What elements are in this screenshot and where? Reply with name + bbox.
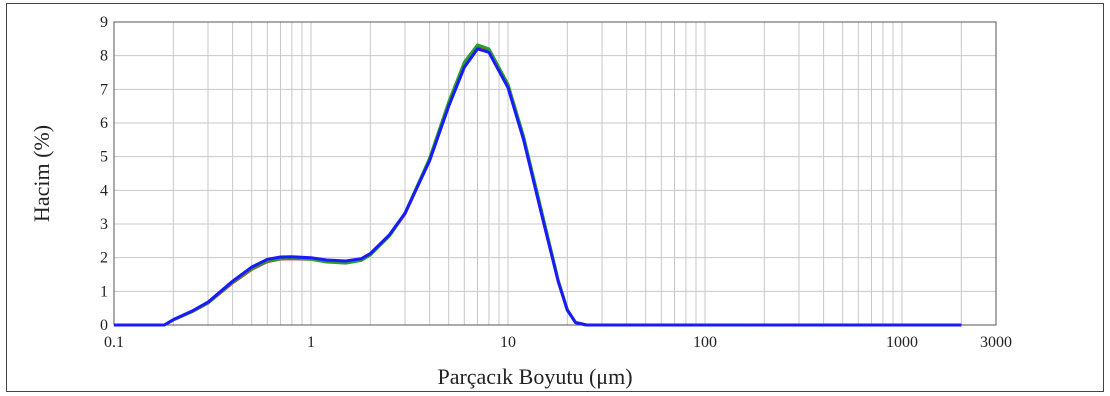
x-axis-title: Parçacık Boyutu (μm): [437, 364, 632, 389]
y-tick-label: 3: [100, 216, 108, 233]
y-tick-label: 8: [100, 48, 108, 65]
x-tick-labels: 0.1 1 10 100 1000 3000: [104, 334, 1012, 351]
series-line-3: [114, 47, 962, 327]
y-tick-label: 6: [100, 115, 108, 132]
y-tick-labels: 0 1 2 3 4 5 6 7 8 9: [100, 14, 108, 334]
y-tick-label: 5: [100, 149, 108, 166]
series-lines: [114, 43, 962, 327]
x-tick-label: 1000: [886, 334, 918, 351]
x-tick-label: 10: [500, 334, 516, 351]
y-tick-label: 9: [100, 14, 108, 31]
chart-frame: 0.1 1 10 100 1000 3000 0 1 2 3 4 5 6 7 8 9 Parçacık Bo…: [6, 3, 1104, 392]
y-tick-label: 7: [100, 81, 108, 98]
series-line-2: [114, 43, 962, 327]
x-tick-label: 100: [693, 334, 717, 351]
grid-lines: [113, 21, 997, 326]
x-tick-label: 3000: [980, 334, 1012, 351]
y-tick-label: 4: [100, 182, 108, 199]
y-tick-label: 1: [100, 283, 108, 300]
particle-size-chart: 0.1 1 10 100 1000 3000 0 1 2 3 4 5 6 7 8 9 Parçacık Bo…: [29, 14, 1012, 389]
y-axis-title: Hacim (%): [29, 125, 54, 222]
plot-border: [113, 21, 997, 326]
y-tick-label: 0: [100, 317, 108, 334]
x-tick-label: 1: [307, 334, 315, 351]
x-tick-label: 0.1: [104, 334, 124, 351]
y-tick-label: 2: [100, 250, 108, 267]
